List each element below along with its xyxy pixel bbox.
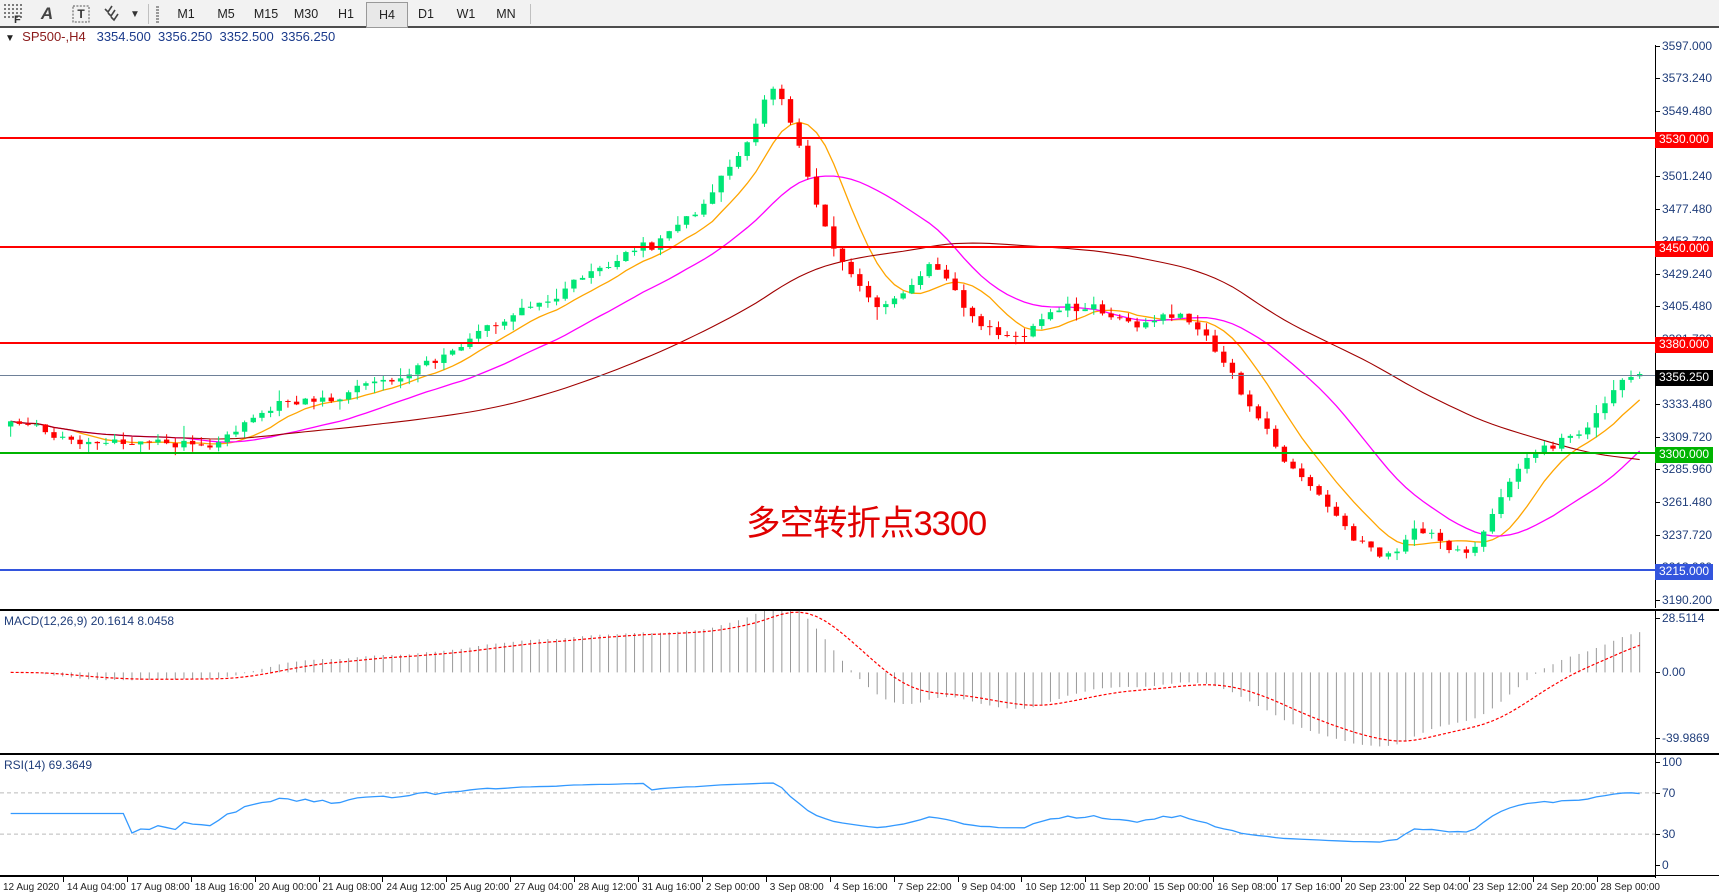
svg-text:T: T [77, 7, 85, 21]
